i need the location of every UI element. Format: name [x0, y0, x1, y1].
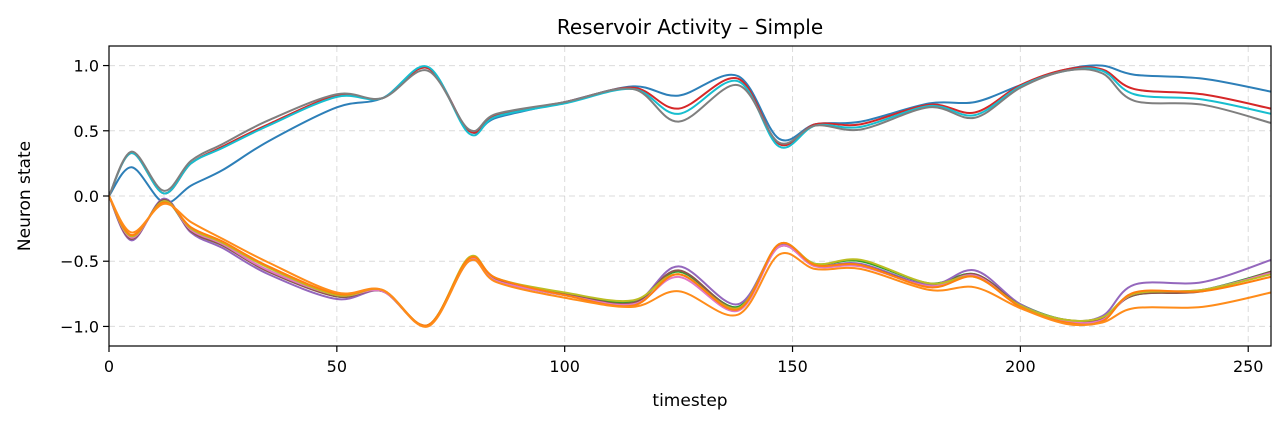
x-tick-label: 150	[777, 357, 808, 376]
x-tick-label: 100	[549, 357, 580, 376]
series-line-10	[109, 195, 1271, 327]
y-axis-ticks: 1.0 0.5 0.0 −0.5 −1.0	[60, 57, 109, 336]
series-line-4	[109, 68, 1271, 197]
x-tick-label: 0	[104, 357, 114, 376]
series-line-1	[109, 64, 1271, 204]
x-axis-label: timestep	[652, 391, 727, 411]
series-line-9	[109, 195, 1271, 327]
x-tick-label: 200	[1005, 357, 1036, 376]
x-tick-label: 250	[1233, 357, 1264, 376]
y-axis-label: Neuron state	[15, 141, 35, 251]
series-lines	[109, 64, 1271, 328]
x-axis-ticks: 0 50 100 150 200 250	[104, 346, 1264, 376]
chart-title: Reservoir Activity – Simple	[557, 15, 823, 39]
y-tick-label: 1.0	[74, 57, 99, 76]
y-tick-label: −1.0	[60, 317, 99, 336]
x-tick-label: 50	[327, 357, 347, 376]
y-tick-label: 0.5	[74, 122, 99, 141]
y-tick-label: 0.0	[74, 187, 99, 206]
grid	[108, 46, 1271, 346]
series-line-2	[109, 66, 1271, 197]
series-line-11	[109, 195, 1271, 328]
y-tick-label: −0.5	[60, 252, 99, 271]
